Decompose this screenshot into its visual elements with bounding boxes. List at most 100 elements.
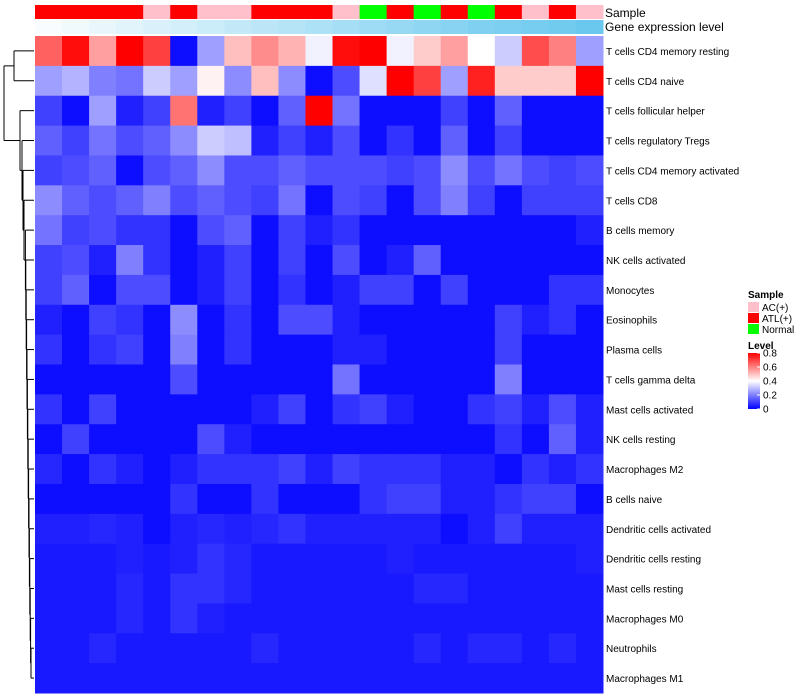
sample-annotation-cell <box>467 5 496 19</box>
heatmap-cell <box>413 215 442 246</box>
heatmap-cell <box>62 424 90 455</box>
heatmap-cell <box>143 36 171 67</box>
row-label: B cells naive <box>606 495 663 506</box>
heatmap-cell <box>332 334 361 365</box>
heatmap-cell <box>224 513 252 545</box>
heatmap-cell <box>251 215 279 246</box>
row-dendrogram <box>3 50 34 679</box>
heatmap-cell <box>305 543 334 575</box>
heatmap-cell <box>170 394 198 425</box>
heatmap-cell <box>359 304 388 336</box>
heatmap-cell <box>116 65 144 97</box>
heatmap-cell <box>89 394 117 425</box>
heatmap-cell <box>278 543 306 575</box>
heatmap-cell <box>521 215 550 246</box>
row-label: T cells CD4 memory resting <box>606 47 729 58</box>
heatmap-cell <box>35 424 63 455</box>
heatmap-cell <box>89 573 117 604</box>
heatmap-cell <box>386 125 415 156</box>
heatmap-cell <box>89 125 117 156</box>
heatmap-cell <box>494 573 523 604</box>
gene-expression-annotation-cell <box>440 20 469 34</box>
heatmap-cell <box>332 215 361 246</box>
heatmap-cell <box>224 36 252 67</box>
heatmap-cell <box>224 245 252 276</box>
heatmap-cell <box>224 364 252 395</box>
heatmap-cell <box>521 424 550 455</box>
heatmap-cell <box>197 573 225 604</box>
heatmap-cell <box>548 543 577 575</box>
heatmap-cell <box>359 663 388 694</box>
legend-sample-entries: AC(+)ATL(+)Normal <box>748 302 794 336</box>
legend-swatch <box>748 302 759 312</box>
heatmap-cell <box>278 394 306 425</box>
heatmap-cell <box>251 603 279 634</box>
heatmap-cell <box>197 394 225 425</box>
heatmap-cell <box>305 334 334 365</box>
heatmap-cell <box>440 36 469 67</box>
heatmap-cell <box>62 215 90 246</box>
heatmap-cell <box>170 364 198 395</box>
heatmap-cell <box>359 334 388 365</box>
heatmap-cell <box>440 245 469 276</box>
row-label: T cells regulatory Tregs <box>606 137 710 148</box>
heatmap-cell <box>494 95 523 127</box>
heatmap-cell <box>251 543 279 575</box>
heatmap-cell <box>467 483 496 515</box>
heatmap-cell <box>89 364 117 395</box>
heatmap-cell <box>35 36 63 67</box>
heatmap-cell <box>305 573 334 604</box>
heatmap-cell <box>332 633 361 664</box>
heatmap-cell <box>494 125 523 156</box>
heatmap-cell <box>386 424 415 455</box>
heatmap-cell <box>89 274 117 306</box>
heatmap-cell <box>413 603 442 634</box>
heatmap-cell <box>386 304 415 336</box>
heatmap-cell <box>89 483 117 515</box>
legend-label: ATL(+) <box>762 314 792 325</box>
heatmap-cell <box>413 334 442 365</box>
heatmap-cell <box>224 633 252 664</box>
heatmap-cell <box>548 394 577 425</box>
heatmap-cell <box>143 65 171 97</box>
heatmap-cell <box>413 274 442 306</box>
heatmap-cell <box>548 454 577 485</box>
heatmap-cell <box>467 663 496 694</box>
heatmap-cell <box>386 65 415 97</box>
heatmap-cell <box>305 633 334 664</box>
heatmap-cell <box>575 483 604 515</box>
heatmap-cell <box>440 65 469 97</box>
heatmap-cell <box>116 304 144 336</box>
heatmap-cell <box>413 364 442 395</box>
heatmap-cell <box>251 513 279 545</box>
heatmap-cell <box>440 483 469 515</box>
heatmap-cell <box>386 543 415 575</box>
heatmap-cell <box>116 663 144 694</box>
heatmap-cell <box>494 65 523 97</box>
sample-annotation-cell <box>494 5 523 19</box>
heatmap-cell <box>62 603 90 634</box>
heatmap-cell <box>413 304 442 336</box>
heatmap-cell <box>359 125 388 156</box>
heatmap-cell <box>278 65 306 97</box>
heatmap-cell <box>251 663 279 694</box>
heatmap-cell <box>467 65 496 97</box>
heatmap-cell <box>521 483 550 515</box>
heatmap-cell <box>224 394 252 425</box>
heatmap-cell <box>197 543 225 575</box>
heatmap-cell <box>440 633 469 664</box>
heatmap-cell <box>35 603 63 634</box>
heatmap-cell <box>89 663 117 694</box>
heatmap-cell <box>305 215 334 246</box>
heatmap-cell <box>575 36 604 67</box>
heatmap-cell <box>467 334 496 365</box>
row-labels: T cells CD4 memory resting T cells CD4 na… <box>606 47 739 685</box>
heatmap-cell <box>62 483 90 515</box>
heatmap-cell <box>278 334 306 365</box>
heatmap-cell <box>35 185 63 216</box>
heatmap-cell <box>413 65 442 97</box>
heatmap-cell <box>440 364 469 395</box>
heatmap-cell <box>359 95 388 127</box>
heatmap-cell <box>359 155 388 186</box>
heatmap-cell <box>494 364 523 395</box>
